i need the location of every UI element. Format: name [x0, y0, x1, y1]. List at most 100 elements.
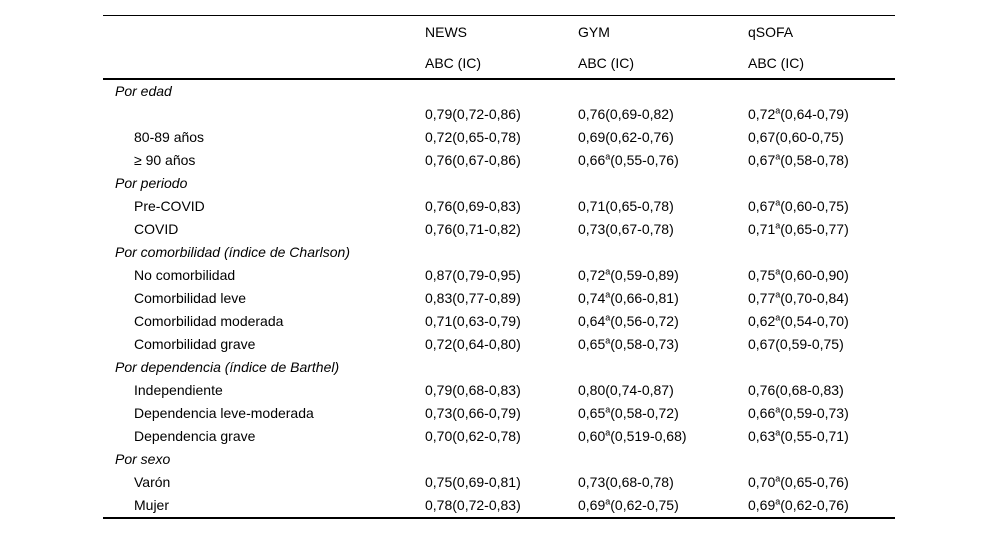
table-row: Comorbilidad grave 0,72(0,64-0,80) 0,65a(0… [103, 333, 895, 356]
auc-value: 0,65a(0,58-0,72) [578, 404, 679, 421]
column-header-news: NEWS [425, 23, 467, 40]
section-title: Por comorbilidad (índice de Charlson) [115, 244, 350, 260]
footnote-marker: a [775, 496, 781, 507]
footnote-marker: a [775, 289, 781, 300]
auc-value: 0,65a(0,58-0,73) [578, 335, 679, 352]
row-label: Comorbilidad grave [134, 336, 256, 352]
auc-value: 0,67(0,59-0,75) [748, 336, 844, 352]
auc-value: 0,63a(0,55-0,71) [748, 427, 849, 444]
auc-value: 0,72(0,65-0,78) [425, 129, 521, 145]
auc-value: 0,76(0,69-0,83) [425, 198, 521, 214]
table-row: 0,79(0,72-0,86) 0,76(0,69-0,82) 0,72a(0,64… [103, 103, 895, 126]
row-label: COVID [134, 221, 179, 237]
column-subheader-qsofa: ABC (IC) [748, 54, 804, 71]
footnote-marker: a [775, 151, 781, 162]
footnote-marker: a [605, 312, 611, 323]
auc-value: 0,77a(0,70-0,84) [748, 289, 849, 306]
table-row: Dependencia grave 0,70(0,62-0,78) 0,60a(0,… [103, 425, 895, 448]
auc-value: 0,71a(0,65-0,77) [748, 220, 849, 237]
row-label: Comorbilidad moderada [134, 313, 284, 329]
header-row-metric: ABC (IC) ABC (IC) ABC (IC) [103, 47, 895, 79]
footnote-marker: a [605, 335, 611, 346]
auc-value: 0,71(0,63-0,79) [425, 313, 521, 329]
section-title: Por periodo [115, 175, 188, 191]
auc-value: 0,69a(0,62-0,76) [748, 496, 849, 513]
footnote-marker: a [605, 404, 611, 415]
row-label: Pre-COVID [134, 198, 205, 214]
footnote-marker: a [775, 312, 781, 323]
auc-value: 0,79(0,68-0,83) [425, 382, 521, 398]
auc-value: 0,67(0,60-0,75) [748, 129, 844, 145]
auc-value: 0,67a(0,58-0,78) [748, 151, 849, 168]
auc-value: 0,67a(0,60-0,75) [748, 197, 849, 214]
section-title-row: Por periodo [103, 172, 895, 195]
auc-value: 0,78(0,72-0,83) [425, 497, 521, 513]
table-row: ≥ 90 años 0,76(0,67-0,86) 0,66a(0,55-0,76)… [103, 149, 895, 172]
auc-value: 0,87(0,79-0,95) [425, 267, 521, 283]
auc-value: 0,79(0,72-0,86) [425, 106, 521, 122]
column-subheader-gym: ABC (IC) [578, 54, 634, 71]
table-row: No comorbilidad 0,87(0,79-0,95) 0,72a(0,59… [103, 264, 895, 287]
row-label: Comorbilidad leve [134, 290, 247, 306]
footnote-marker: a [605, 427, 611, 438]
auc-value: 0,66a(0,55-0,76) [578, 151, 679, 168]
footnote-marker: a [775, 220, 781, 231]
auc-value: 0,71(0,65-0,78) [578, 198, 674, 214]
auc-value: 0,69(0,62-0,76) [578, 129, 674, 145]
section-title-row: Por dependencia (índice de Barthel) [103, 356, 895, 379]
column-header-qsofa: qSOFA [748, 23, 794, 40]
section-title: Por dependencia (índice de Barthel) [115, 359, 340, 375]
auc-value: 0,64a(0,56-0,72) [578, 312, 679, 329]
row-label: Dependencia grave [134, 428, 256, 444]
column-subheader-news: ABC (IC) [425, 54, 481, 71]
table-row: 80-89 años 0,72(0,65-0,78) 0,69(0,62-0,76)… [103, 126, 895, 149]
auc-value: 0,60a(0,519-0,68) [578, 427, 687, 444]
footnote-marker: a [775, 427, 781, 438]
auc-results-table: NEWS GYM qSOFA ABC (IC) ABC (IC) ABC (IC… [103, 15, 895, 519]
auc-value: 0,76(0,69-0,82) [578, 106, 674, 122]
column-subheader-empty [103, 47, 425, 79]
auc-value: 0,73(0,66-0,79) [425, 405, 521, 421]
footnote-marker: a [605, 266, 611, 277]
footnote-marker: a [775, 197, 781, 208]
footnote-marker: a [775, 266, 781, 277]
row-label: Mujer [134, 497, 170, 513]
footnote-marker: a [605, 496, 611, 507]
table-row: Comorbilidad moderada 0,71(0,63-0,79) 0,64… [103, 310, 895, 333]
auc-value: 0,75a(0,60-0,90) [748, 266, 849, 283]
auc-value: 0,69a(0,62-0,75) [578, 496, 679, 513]
section-title-row: Por comorbilidad (índice de Charlson) [103, 241, 895, 264]
auc-value: 0,70(0,62-0,78) [425, 428, 521, 444]
row-label: Varón [134, 474, 171, 490]
results-table-container: NEWS GYM qSOFA ABC (IC) ABC (IC) ABC (IC… [103, 15, 895, 519]
auc-value: 0,75(0,69-0,81) [425, 474, 521, 490]
table-row: Mujer 0,78(0,72-0,83) 0,69a(0,62-0,75) 0,69… [103, 494, 895, 518]
row-label: ≥ 90 años [134, 152, 196, 168]
auc-value: 0,76(0,71-0,82) [425, 221, 521, 237]
footnote-marker: a [775, 473, 781, 484]
footnote-marker: a [775, 404, 781, 415]
auc-value: 0,80(0,74-0,87) [578, 382, 674, 398]
auc-value: 0,70a(0,65-0,76) [748, 473, 849, 490]
column-header-gym: GYM [578, 23, 610, 40]
auc-value: 0,74a(0,66-0,81) [578, 289, 679, 306]
auc-value: 0,72a(0,64-0,79) [748, 105, 849, 122]
section-title-row: Por edad [103, 79, 895, 103]
auc-value: 0,72(0,64-0,80) [425, 336, 521, 352]
auc-value: 0,73(0,67-0,78) [578, 221, 674, 237]
auc-value: 0,72a(0,59-0,89) [578, 266, 679, 283]
row-label: Independiente [134, 382, 223, 398]
footnote-marker: a [775, 105, 781, 116]
table-row: Independiente 0,79(0,68-0,83) 0,80(0,74-0,… [103, 379, 895, 402]
footnote-marker: a [605, 151, 611, 162]
header-row-scores: NEWS GYM qSOFA [103, 16, 895, 48]
column-header-empty [103, 16, 425, 48]
row-label: 80-89 años [134, 129, 205, 145]
table-row: Comorbilidad leve 0,83(0,77-0,89) 0,74a(0,… [103, 287, 895, 310]
table-body: Por edad 0,79(0,72-0,86) 0,76(0,69-0,82) 0,… [103, 79, 895, 518]
table-header: NEWS GYM qSOFA ABC (IC) ABC (IC) ABC (IC… [103, 16, 895, 79]
footnote-marker: a [605, 289, 611, 300]
auc-value: 0,76(0,68-0,83) [748, 382, 844, 398]
row-label: No comorbilidad [134, 267, 236, 283]
auc-value: 0,73(0,68-0,78) [578, 474, 674, 490]
